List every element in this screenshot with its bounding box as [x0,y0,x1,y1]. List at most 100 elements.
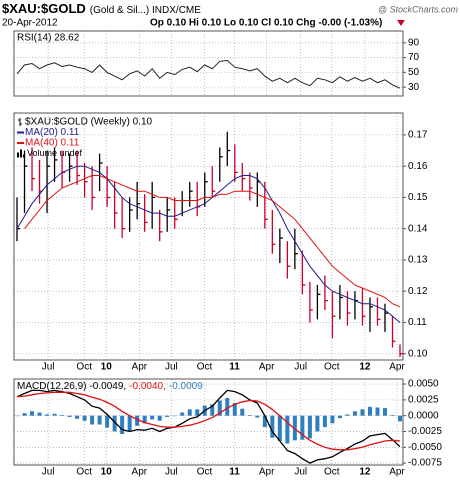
legend: MACD(12,26,9) -0.0049, -0.0040, -0.0009 [17,381,203,392]
y-tick-label: 70 [408,52,420,63]
x-tick-label: Oct [197,467,213,478]
x-tick-label: 10 [101,362,113,373]
y-tick-label: 0.0025 [408,395,439,406]
x-tick-label: Apr [389,362,405,373]
histogram-bar [210,404,215,416]
quote: Op 0.10 Hi 0.10 Lo 0.10 Cl 0.10 Chg -0.0… [150,18,382,29]
histogram-bar [67,415,72,417]
legend-label: $XAU:$GOLD (Weekly) 0.10 [25,117,153,128]
histogram-bar [120,415,125,435]
y-tick-label: 0.16 [408,161,428,172]
x-tick-label: Apr [259,467,275,478]
legend-label: RSI(14) 28.62 [17,33,80,44]
down-arrow [397,20,405,26]
histogram-bar [135,415,140,426]
y-tick-label: 0.0050 [408,379,439,390]
y-tick-label: 30 [408,82,420,93]
histogram-bar [247,415,252,416]
legend-label: Volume undef [27,148,83,158]
histogram-bar [75,415,80,419]
x-tick-label: Apr [132,362,148,373]
histogram-bar [187,409,192,416]
legend-label: MA(20) 0.11 [25,127,80,138]
histogram-bar [157,415,162,421]
histogram-bar [232,403,237,416]
histogram-bar [217,400,222,416]
histogram-bar [22,413,27,416]
y-tick-label: 0.0000 [408,410,439,421]
x-tick-label: 11 [229,467,240,478]
x-tick-label: 10 [101,467,113,478]
x-tick-label: 11 [229,362,240,373]
histogram-bar [60,415,65,416]
y-tick-label: 0.15 [408,192,428,203]
x-tick-label: Apr [259,362,275,373]
x-tick-label: Jul [42,467,55,478]
histogram-bar [352,411,357,416]
x-tick-label: Jul [294,467,307,478]
legend-icon [18,118,22,126]
x-tick-label: 12 [359,467,371,478]
histogram-bar [382,408,387,416]
histogram-bar [97,415,102,425]
y-tick-label: -0.0075 [408,458,442,469]
legend-label: -0.0009 [169,381,203,392]
histogram-bar [345,414,350,416]
legend-label: MA(40) 0.11 [25,138,80,149]
x-tick-label: Oct [324,467,340,478]
histogram-bar [82,415,87,421]
histogram-bar [142,415,147,424]
y-tick-label: 0.10 [408,348,428,359]
histogram-bar [37,412,42,416]
x-tick-label: Apr [132,467,148,478]
y-tick-label: 0.17 [408,130,428,141]
y-tick-label: 0.13 [408,255,428,266]
histogram-bar [225,397,230,416]
series-line [16,59,401,89]
histogram-bar [300,415,305,440]
histogram-bar [45,414,50,416]
histogram-bar [240,408,245,416]
legend-title: MACD(12,26,9) [17,381,86,392]
y-tick-label: -0.0050 [408,442,442,453]
y-tick-label: 0.14 [408,223,428,234]
histogram-bar [150,415,155,420]
series-line [24,175,401,308]
histogram-bar [307,415,312,439]
histogram-bar [360,409,365,416]
symbol: $XAU:$GOLD [2,1,86,16]
histogram-bar [15,415,19,417]
histogram-bar [390,415,395,416]
series-line [16,165,401,323]
histogram-bar [367,406,372,416]
histogram-bar [52,413,57,416]
x-tick-label: Jul [294,362,307,373]
x-tick-label: Apr [389,467,405,478]
histogram-bar [127,415,132,432]
histogram-bar [292,415,297,441]
histogram-bar [195,409,200,416]
histogram-bar [285,415,290,444]
x-tick-label: Jul [165,467,178,478]
x-tick-label: Oct [197,362,213,373]
y-tick-label: 50 [408,67,420,78]
histogram-bar [270,415,275,438]
histogram-bar [112,415,117,432]
panel-frame [13,112,404,361]
y-tick-label: 90 [408,37,420,48]
date: 20-Apr-2012 [2,18,58,29]
histogram-bar [277,415,282,441]
panel-frame [13,378,404,466]
histogram-bar [180,412,185,416]
legend-label: -0.0040, [129,381,166,392]
x-tick-label: Oct [76,362,92,373]
x-tick-label: 12 [359,362,371,373]
y-tick-label: 0.12 [408,286,428,297]
histogram-bar [262,415,267,428]
histogram-bar [337,415,342,419]
y-tick-label: 0.11 [408,317,427,328]
panel-frame [13,30,404,97]
histogram-bar [398,415,402,422]
histogram-bar [172,415,177,417]
